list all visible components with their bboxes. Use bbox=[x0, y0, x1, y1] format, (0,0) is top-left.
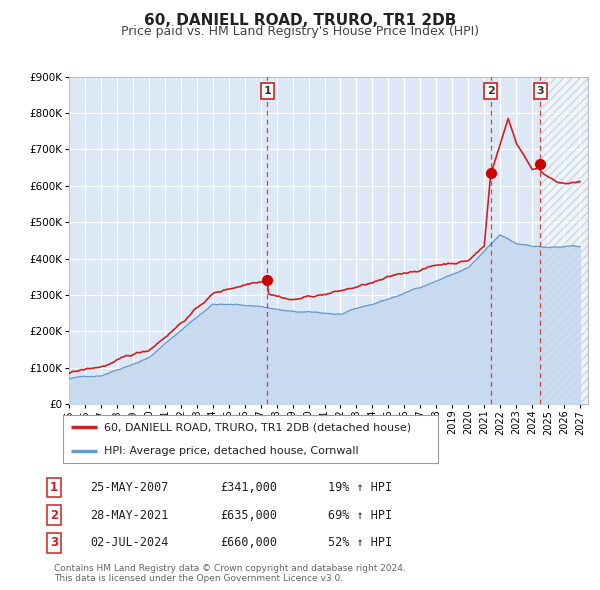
Text: 60, DANIELL ROAD, TRURO, TR1 2DB (detached house): 60, DANIELL ROAD, TRURO, TR1 2DB (detach… bbox=[104, 422, 412, 432]
Text: Contains HM Land Registry data © Crown copyright and database right 2024.
This d: Contains HM Land Registry data © Crown c… bbox=[54, 563, 406, 583]
Text: 3: 3 bbox=[536, 86, 544, 96]
Text: 1: 1 bbox=[263, 86, 271, 96]
Text: 28-MAY-2021: 28-MAY-2021 bbox=[90, 509, 168, 522]
Text: 19% ↑ HPI: 19% ↑ HPI bbox=[328, 481, 392, 494]
Text: Price paid vs. HM Land Registry's House Price Index (HPI): Price paid vs. HM Land Registry's House … bbox=[121, 25, 479, 38]
Text: 02-JUL-2024: 02-JUL-2024 bbox=[90, 536, 168, 549]
Text: 60, DANIELL ROAD, TRURO, TR1 2DB: 60, DANIELL ROAD, TRURO, TR1 2DB bbox=[144, 13, 456, 28]
Text: HPI: Average price, detached house, Cornwall: HPI: Average price, detached house, Corn… bbox=[104, 445, 359, 455]
Text: £660,000: £660,000 bbox=[221, 536, 277, 549]
Text: £635,000: £635,000 bbox=[221, 509, 277, 522]
Text: 25-MAY-2007: 25-MAY-2007 bbox=[90, 481, 168, 494]
Text: 69% ↑ HPI: 69% ↑ HPI bbox=[328, 509, 392, 522]
Text: 2: 2 bbox=[50, 509, 58, 522]
Text: 3: 3 bbox=[50, 536, 58, 549]
Text: 2: 2 bbox=[487, 86, 494, 96]
Text: £341,000: £341,000 bbox=[221, 481, 277, 494]
Bar bbox=[540, 77, 588, 404]
Text: 1: 1 bbox=[50, 481, 58, 494]
Text: 52% ↑ HPI: 52% ↑ HPI bbox=[328, 536, 392, 549]
